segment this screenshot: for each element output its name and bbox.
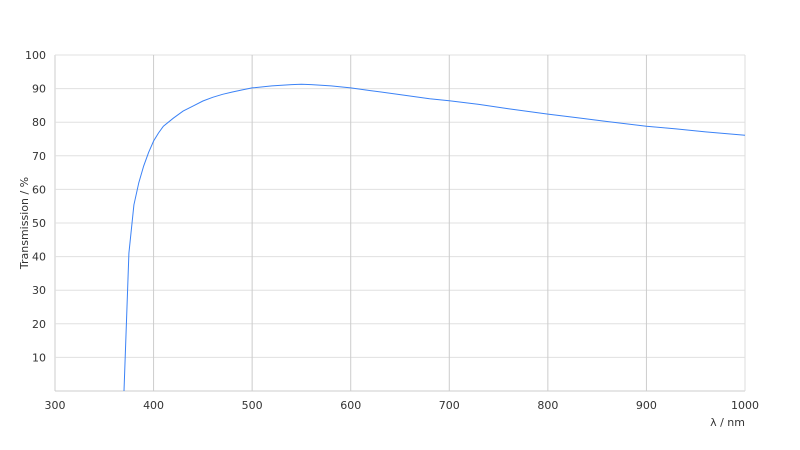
- y-tick-label: 40: [32, 251, 46, 264]
- y-tick-label: 90: [32, 83, 46, 96]
- y-axis-label: Transmission / %: [18, 177, 31, 270]
- y-tick-label: 100: [25, 49, 46, 62]
- x-tick-label: 800: [537, 399, 558, 412]
- x-tick-label: 400: [143, 399, 164, 412]
- x-tick-label: 300: [45, 399, 66, 412]
- x-tick-label: 1000: [731, 399, 759, 412]
- y-tick-label: 60: [32, 183, 46, 196]
- y-tick-label: 10: [32, 351, 46, 364]
- y-tick-label: 80: [32, 116, 46, 129]
- series-line: [123, 83, 746, 392]
- x-tick-label: 500: [242, 399, 263, 412]
- x-axis-label: λ / nm: [710, 416, 745, 429]
- y-tick-label: 70: [32, 150, 46, 163]
- x-tick-label: 700: [439, 399, 460, 412]
- tick-labels: 10 20 30 40 50 60 70 80 90 100 300 400 500 600 700 800 9…: [25, 49, 759, 412]
- grid: [54, 54, 746, 392]
- x-tick-label: 900: [636, 399, 657, 412]
- x-tick-label: 600: [340, 399, 361, 412]
- y-tick-label: 20: [32, 318, 46, 331]
- y-tick-label: 30: [32, 284, 46, 297]
- y-tick-label: 50: [32, 217, 46, 230]
